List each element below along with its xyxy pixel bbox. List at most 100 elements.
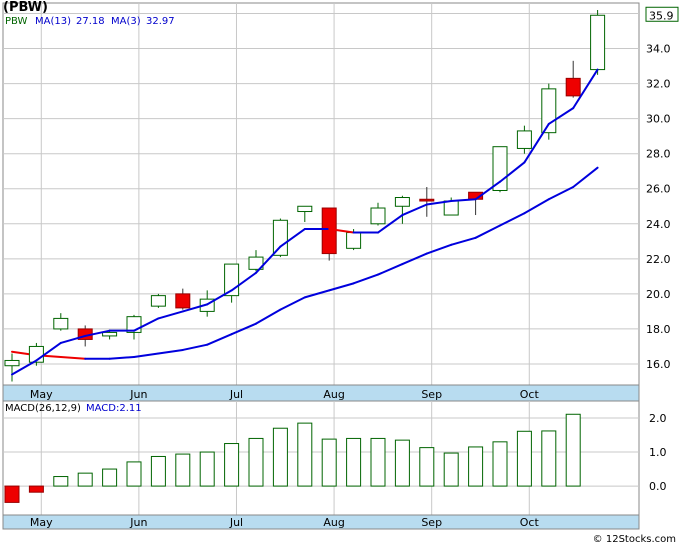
ma13-segment xyxy=(352,273,379,285)
ma13-segment xyxy=(181,343,209,351)
macd-bar xyxy=(28,485,44,493)
macd-bar xyxy=(541,430,557,487)
macd-bar xyxy=(53,476,69,487)
ma3-segment xyxy=(377,214,404,234)
price-tick-label: 30.0 xyxy=(646,113,671,126)
ma13-segment xyxy=(157,348,184,355)
ma3-segment xyxy=(425,200,453,206)
ma3-segment xyxy=(401,203,428,217)
month-label: Aug xyxy=(323,388,344,401)
price-panel: 16.0 18.0 20.0 22.0 24.0 26.0 28.0 30.0 32.0 34.0… xyxy=(2,0,679,386)
macd-bar xyxy=(77,472,93,487)
macd-bar xyxy=(102,468,118,487)
legend: (PBW) PBW MA(13) 27.18 MA(3) 32.97 xyxy=(3,0,175,27)
ma13-segment xyxy=(572,166,599,188)
macd-bar xyxy=(272,427,288,487)
month-label: Sep xyxy=(421,516,442,529)
ma3-segment xyxy=(181,303,209,313)
legend-ma13-label: MA(13) xyxy=(35,16,71,27)
candle-body xyxy=(297,205,313,213)
legend-symbol: PBW xyxy=(5,16,28,27)
candle-body xyxy=(175,293,191,309)
ma13-segment xyxy=(108,355,135,360)
macd-bar xyxy=(565,413,581,487)
month-label: Jul xyxy=(229,388,243,401)
month-label: Aug xyxy=(323,516,344,529)
month-label: Sep xyxy=(421,388,442,401)
macd-panel: 0.0 1.0 2.0 MACD(26,12,9) MACD:2.11 xyxy=(2,400,667,516)
price-tick-label: 22.0 xyxy=(646,253,671,266)
month-axis-bottom: May Jun Jul Aug Sep Oct xyxy=(30,516,540,529)
candle-body xyxy=(590,14,606,71)
macd-bar xyxy=(175,453,191,487)
price-tick-label: 34.0 xyxy=(646,43,671,56)
ma13-segment xyxy=(59,355,87,360)
ma13-segment xyxy=(401,252,428,266)
candle-body xyxy=(370,207,386,225)
last-price-box-frame xyxy=(645,6,679,22)
price-tick-label: 20.0 xyxy=(646,288,671,301)
candle-body xyxy=(248,256,264,270)
macd-bar xyxy=(370,437,386,487)
price-panel-frame xyxy=(2,2,640,386)
ma3-segment xyxy=(35,341,62,362)
ma3-segment xyxy=(255,245,282,274)
macd-bar xyxy=(4,485,20,503)
macd-panel-frame xyxy=(2,400,640,516)
macd-legend-value: MACD:2.11 xyxy=(86,403,142,414)
macd-bar xyxy=(468,446,484,487)
month-label: Jun xyxy=(129,516,147,529)
month-label: Jun xyxy=(129,388,147,401)
ma13-segment xyxy=(499,212,526,227)
legend-ma3-label: MA(3) xyxy=(111,16,141,27)
candle-body xyxy=(102,331,118,337)
price-tick-label: 18.0 xyxy=(646,323,671,336)
ma13-segment xyxy=(303,289,331,299)
ma13-segment xyxy=(133,352,160,358)
ma3-segment xyxy=(572,68,599,110)
month-axis-top: May Jun Jul Aug Sep Oct xyxy=(30,388,540,401)
legend-ma13-value: 27.18 xyxy=(76,16,105,27)
ma3-segment xyxy=(59,334,87,344)
ma3-segment xyxy=(84,329,111,337)
month-axis-bar-bottom xyxy=(2,514,640,530)
month-label: Jul xyxy=(229,516,243,529)
ticker-title: (PBW) xyxy=(3,0,48,15)
macd-bar xyxy=(297,422,313,487)
month-label: Oct xyxy=(520,388,540,401)
ma13-segment xyxy=(523,198,550,215)
site-credit: © 12Stocks.com xyxy=(593,534,676,545)
ma13-segment xyxy=(377,263,404,276)
ma3-segment xyxy=(279,228,306,248)
candle-body xyxy=(53,317,69,330)
last-price-box: 35.9 xyxy=(645,6,679,22)
ma13-segment xyxy=(279,296,306,311)
ma3-segment xyxy=(499,161,526,183)
ma13-segment xyxy=(328,282,355,292)
macd-bar xyxy=(126,461,142,487)
macd-bar xyxy=(346,437,362,487)
month-axis-bar-top xyxy=(2,384,640,402)
candle-body xyxy=(419,198,435,202)
ma13-segment xyxy=(450,236,477,246)
legend-ma3-value: 32.97 xyxy=(146,16,175,27)
candle-body xyxy=(492,146,508,191)
candle-body xyxy=(321,207,337,255)
macd-legend-label: MACD(26,12,9) xyxy=(5,403,81,414)
macd-bars xyxy=(4,413,581,503)
macd-bar xyxy=(199,451,215,487)
ma3-segment xyxy=(523,122,550,164)
macd-y-axis: 0.0 1.0 2.0 xyxy=(649,412,667,493)
ma3-segment xyxy=(230,271,257,292)
ma13-segment xyxy=(206,333,233,346)
ma3-segment xyxy=(157,310,184,320)
ma3-segment xyxy=(11,359,38,376)
macd-tick-label: 1.0 xyxy=(649,446,667,459)
candle-body xyxy=(516,130,532,149)
macd-tick-label: 2.0 xyxy=(649,412,667,425)
ma13-segment xyxy=(474,224,501,239)
macd-bar xyxy=(492,441,508,487)
candle-body xyxy=(541,88,557,134)
month-label: May xyxy=(30,516,53,529)
